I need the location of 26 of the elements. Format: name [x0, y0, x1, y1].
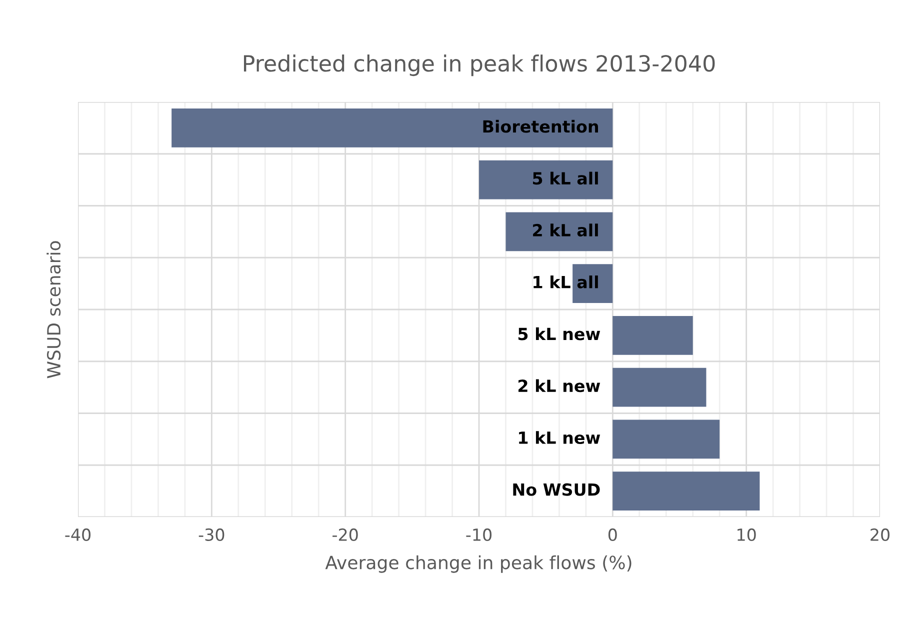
y-tick-label: 5 kL all	[533, 172, 598, 185]
x-axis-title: Average change in peak flows (%)	[325, 555, 632, 573]
bar	[612, 368, 706, 407]
y-axis-title: WSUD scenario	[46, 241, 61, 378]
y-tick-label: Bioretention	[483, 120, 598, 133]
bar	[612, 316, 693, 355]
x-tick-label: -40	[65, 528, 91, 542]
chart-title: Predicted change in peak flows 2013-2040	[244, 54, 715, 76]
y-tick-label: 1 kL new	[519, 431, 600, 444]
bar	[612, 472, 760, 511]
x-tick-label: 10	[738, 528, 756, 542]
x-tick-label: -20	[332, 528, 358, 542]
x-tick-label: 0	[608, 528, 617, 542]
y-tick-label: 2 kL all	[533, 224, 598, 237]
y-tick-label: No WSUD	[513, 483, 600, 496]
bar	[172, 108, 613, 148]
bar	[506, 212, 613, 252]
bar	[479, 160, 613, 200]
bar	[572, 264, 613, 304]
y-tick-label: 1 kL all	[534, 275, 598, 288]
bar	[612, 420, 720, 459]
x-tick-label: -30	[198, 528, 224, 542]
y-tick-label: 2 kL new	[518, 379, 600, 392]
y-tick-label: 5 kL new	[518, 327, 600, 340]
x-tick-label: 20	[870, 528, 890, 542]
x-tick-label: -10	[466, 528, 492, 542]
